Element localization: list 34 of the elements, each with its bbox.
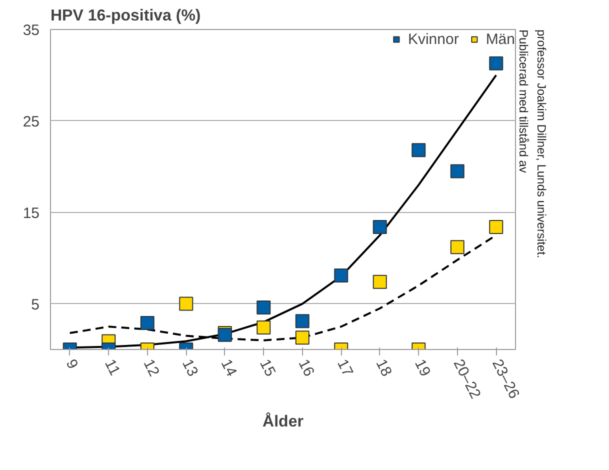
point: [140, 316, 154, 330]
point: [179, 296, 194, 311]
text: Publicerad med tillstånd av: [516, 30, 530, 173]
y-tick-label: 5: [31, 296, 40, 314]
point: [372, 220, 387, 234]
x-tick-label: 18: [372, 356, 396, 380]
y-tick-label: 35: [22, 22, 40, 39]
legend-label: Män: [486, 30, 515, 48]
text: professor Joakim Dillner, Lunds universitet.: [534, 30, 548, 258]
chart-title: HPV 16-positiva (%): [50, 8, 201, 24]
legend-label: Kvinnor: [408, 30, 459, 48]
point: [450, 240, 464, 254]
point: [295, 314, 310, 328]
x-tick-label: 11: [101, 356, 124, 378]
point: [334, 268, 348, 282]
point: [256, 320, 271, 335]
x-axis-title: Ålder: [262, 411, 304, 430]
point: [372, 274, 387, 289]
point: [450, 164, 464, 178]
x-tick-label: 15: [256, 356, 279, 380]
x-tick-label: 14: [217, 356, 240, 380]
y-tick-label: 25: [22, 113, 40, 130]
point: [412, 143, 426, 158]
x-tick-label: 12: [140, 356, 163, 380]
x-tick-label: 17: [334, 356, 356, 380]
point: [295, 330, 310, 345]
x-tick-label: 19: [411, 356, 434, 380]
y-tick-label: 15: [22, 204, 40, 222]
x-tick-label: 16: [294, 356, 318, 380]
point: [489, 220, 504, 234]
x-tick-label: 9: [62, 356, 82, 372]
point: [256, 300, 271, 314]
x-tick-label: 13: [178, 356, 202, 380]
point: [489, 56, 504, 70]
